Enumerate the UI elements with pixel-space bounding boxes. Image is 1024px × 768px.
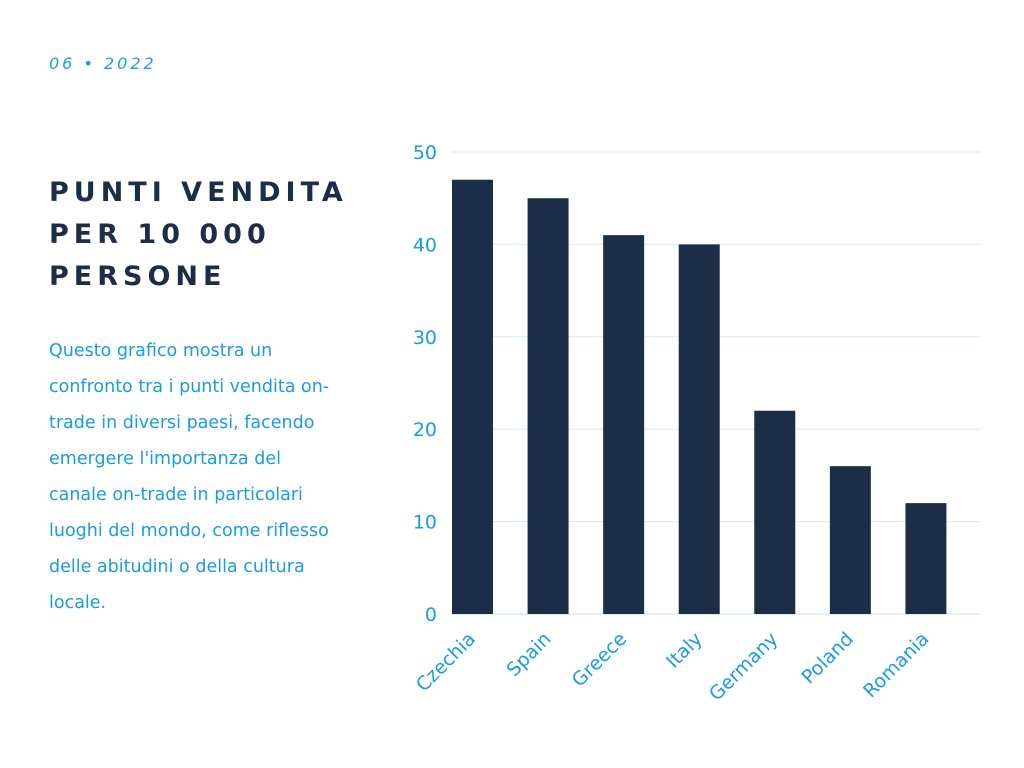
- y-tick-label: 0: [425, 604, 437, 626]
- x-tick-label: Poland: [797, 628, 857, 688]
- chart-description: Questo grafico mostra un confronto tra i…: [49, 333, 389, 621]
- description-line: locale.: [49, 593, 107, 613]
- x-tick-label: Germany: [705, 628, 782, 705]
- bar: [754, 410, 796, 614]
- y-tick-label: 50: [413, 142, 437, 164]
- bar: [829, 466, 871, 614]
- y-tick-label: 30: [413, 327, 437, 349]
- title-line: PER 10 000: [49, 219, 271, 250]
- description-line: confronto tra i punti vendita on-: [49, 377, 330, 397]
- description-line: emergere l'importanza del: [49, 449, 281, 469]
- description-line: trade in diversi paesi, facendo: [49, 413, 315, 433]
- y-tick-label: 40: [413, 234, 437, 256]
- x-tick-label: Italy: [662, 628, 707, 673]
- title-line: PERSONE: [49, 261, 227, 292]
- x-tick-label: Romania: [859, 628, 933, 702]
- description-line: luoghi del mondo, come riflesso: [49, 521, 329, 541]
- description-line: canale on-trade in particolari: [49, 485, 303, 505]
- page-title: PUNTI VENDITA PER 10 000 PERSONE: [49, 172, 389, 298]
- bar: [452, 179, 493, 614]
- x-tick-label: Spain: [503, 628, 556, 681]
- bar: [527, 198, 569, 614]
- bar: [905, 503, 947, 614]
- bar: [603, 235, 645, 614]
- bar: [678, 244, 720, 614]
- title-line: PUNTI VENDITA: [49, 177, 348, 208]
- y-tick-label: 20: [413, 419, 437, 441]
- description-line: delle abitudini o della cultura: [49, 557, 305, 577]
- y-tick-label: 10: [413, 512, 437, 534]
- date-label: 06 • 2022: [49, 54, 157, 73]
- description-line: Questo grafico mostra un: [49, 341, 273, 361]
- x-tick-label: Czechia: [412, 628, 480, 696]
- x-tick-label: Greece: [568, 628, 631, 691]
